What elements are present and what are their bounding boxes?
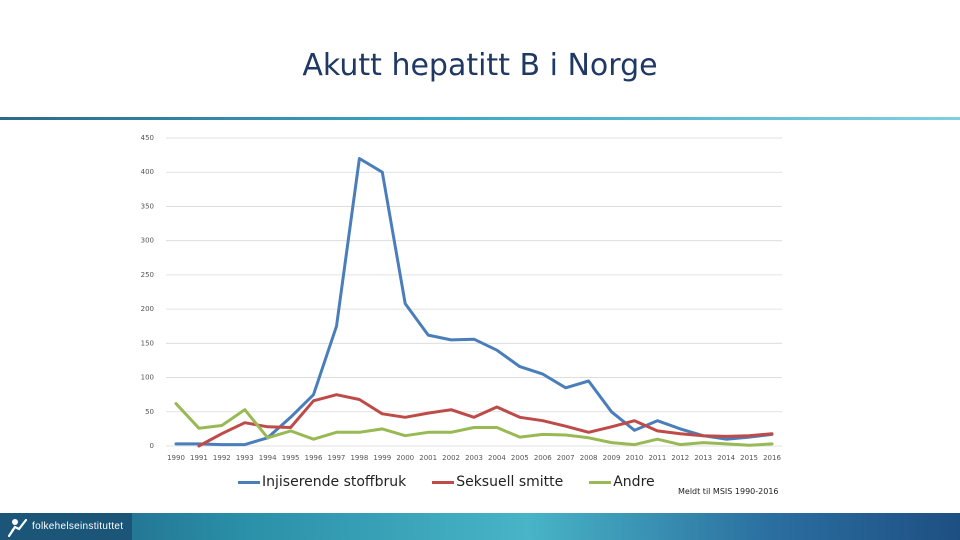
y-tick-label-400: 400: [141, 168, 154, 176]
legend-label-seksuell: Seksuell smitte: [456, 474, 564, 490]
x-tick-label-2010: 2010: [626, 454, 644, 462]
line-chart: 0 50 100 150 200 250 300 350 400 450 1990 1991 1992 1…: [141, 134, 782, 462]
x-tick-label-2003: 2003: [465, 454, 483, 462]
legend-label-injiserende: Injiserende stoffbruk: [262, 474, 407, 490]
series-line-1: [197, 393, 774, 448]
legend-swatch-andre: [589, 480, 612, 484]
legend-label-andre: Andre: [613, 474, 655, 490]
x-tick-label-2007: 2007: [557, 454, 575, 462]
logo-text: folkehelseinstituttet: [32, 521, 124, 532]
x-tick-label-2013: 2013: [694, 454, 712, 462]
x-tick-label-1997: 1997: [328, 454, 346, 462]
chart-legend: Injiserende stoffbruk Seksuell smitte An…: [238, 474, 655, 490]
series-line-0: [174, 157, 774, 447]
slide-title: Akutt hepatitt B i Norge: [302, 48, 658, 83]
x-tick-label-2009: 2009: [603, 454, 621, 462]
title-divider: [0, 117, 960, 120]
y-tick-label-150: 150: [141, 339, 154, 347]
x-tick-label-2008: 2008: [580, 454, 598, 462]
y-tick-label-250: 250: [141, 271, 154, 279]
y-tick-label-50: 50: [145, 408, 154, 416]
footer-bar: folkehelseinstituttet: [0, 513, 960, 540]
x-tick-label-2011: 2011: [648, 454, 666, 462]
x-tick-label-2005: 2005: [511, 454, 529, 462]
x-tick-label-2001: 2001: [419, 454, 437, 462]
y-tick-label-300: 300: [141, 237, 154, 245]
x-tick-label-2006: 2006: [534, 454, 552, 462]
x-tick-label-1996: 1996: [305, 454, 323, 462]
y-tick-label-100: 100: [141, 374, 154, 382]
legend-item-andre: Andre: [589, 474, 655, 490]
legend-item-seksuell: Seksuell smitte: [432, 474, 563, 490]
x-tick-label-2002: 2002: [442, 454, 460, 462]
x-tick-label-2016: 2016: [763, 454, 781, 462]
x-tick-label-2012: 2012: [671, 454, 689, 462]
x-tick-label-1999: 1999: [373, 454, 391, 462]
x-tick-label-1990: 1990: [167, 454, 185, 462]
x-tick-label-1993: 1993: [236, 454, 254, 462]
x-tick-label-1992: 1992: [213, 454, 231, 462]
x-tick-label-2000: 2000: [396, 454, 414, 462]
fhi-logo-icon: [7, 518, 28, 537]
legend-item-injiserende: Injiserende stoffbruk: [238, 474, 406, 490]
logo: folkehelseinstituttet: [0, 513, 132, 540]
x-tick-label-1991: 1991: [190, 454, 208, 462]
source-note: Meldt til MSIS 1990-2016: [678, 487, 779, 496]
y-tick-label-200: 200: [141, 305, 154, 313]
x-tick-label-1998: 1998: [350, 454, 368, 462]
series-line-2: [174, 402, 774, 447]
x-tick-label-2004: 2004: [488, 454, 506, 462]
x-tick-label-1995: 1995: [282, 454, 300, 462]
y-tick-label-0: 0: [150, 442, 154, 450]
x-tick-label-2015: 2015: [740, 454, 758, 462]
legend-swatch-injiserende: [238, 480, 260, 484]
x-tick-label-2014: 2014: [717, 454, 735, 462]
y-tick-label-350: 350: [141, 202, 154, 210]
legend-swatch-seksuell: [432, 480, 455, 484]
x-tick-label-1994: 1994: [259, 454, 277, 462]
y-tick-label-450: 450: [141, 134, 154, 142]
